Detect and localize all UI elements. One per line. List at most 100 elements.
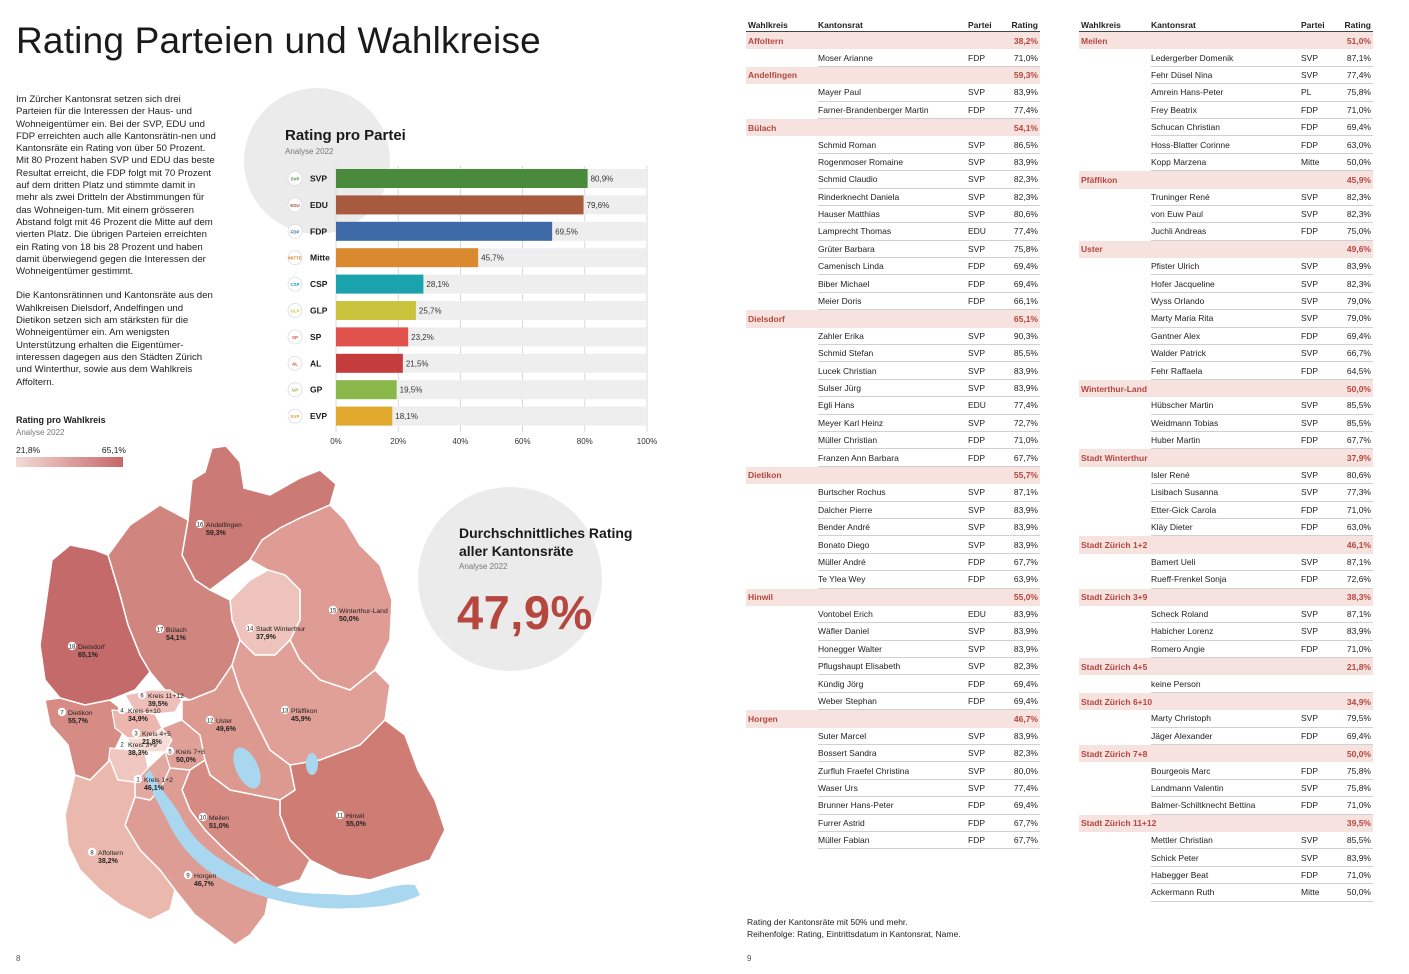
bar [336,380,397,400]
member-name: Rogenmoser Romaine [818,156,904,167]
member-rating: 83,9% [1013,383,1038,393]
member-name: Zurfluh Fraefel Christina [818,765,910,776]
member-party: SVP [968,243,986,254]
member-rating: 50,0% [1346,887,1371,898]
map-district-marker [335,810,345,820]
district-row: Stadt Zürich 7+8 50,0% [1079,745,1373,763]
member-rating: 82,3% [1013,191,1038,202]
member-line: Dalcher Pierre SVP 83,9% [818,502,1040,519]
map-district-marker [67,641,77,651]
member-party: FDP [968,817,985,828]
district-name: Stadt Zürich 3+9 [1081,592,1148,603]
member-name: Hauser Matthias [818,209,880,220]
map-regions [39,445,446,946]
member-line: Grüter Barbara SVP 75,8% [818,241,1040,259]
member-rating: 85,5% [1013,348,1038,359]
member-line: Schick Peter SVP 83,9% [1151,849,1373,867]
map-district-marker [245,623,255,633]
member-rating: 67,7% [1013,452,1038,463]
member-rating: 79,5% [1346,713,1371,724]
map-region-andelfingen [181,445,337,591]
member-line: Pflugshaupt Elisabeth SVP 82,3% [818,658,1040,676]
member-name: Lisibach Susanna [1151,487,1219,498]
member-row: Romero Angie FDP 71,0% [1079,641,1373,659]
member-line: Etter-Gick Carola FDP 71,0% [1151,502,1373,519]
member-name: Juchli Andreas [1151,226,1207,237]
map-district-name: Kreis 4+5 [142,731,171,738]
member-row: Schmid Stefan SVP 85,5% [746,345,1040,363]
district-rating: 49,6% [1346,244,1371,255]
average-title-line: Durchschnittliches Rating [459,525,633,541]
member-rating: 77,3% [1346,487,1371,498]
category-label: EDU [310,200,328,210]
map-district-name: Dietikon [68,710,93,717]
member-line: Bourgeois Marc FDP 75,8% [1151,762,1373,780]
member-name: Habicher Lorenz [1151,626,1214,637]
member-party: FDP [1301,574,1318,585]
member-name: Mayer Paul [818,87,861,98]
member-row: Bender André SVP 83,9% [746,519,1040,537]
member-name: Biber Michael [818,278,870,289]
district-name: Bülach [748,122,777,133]
member-party: FDP [968,678,985,689]
bar [336,169,588,188]
member-row: Hofer Jacqueline SVP 82,3% [1079,275,1373,293]
member-party: SVP [968,504,986,515]
member-rating: 75,8% [1346,765,1371,776]
district-name: Stadt Zürich 11+12 [1081,818,1157,829]
district-row: Andelfingen 59,3% [746,66,1040,85]
member-rating: 77,4% [1013,104,1038,115]
member-party: SVP [968,626,986,637]
member-rating: 69,4% [1346,330,1371,341]
member-line: Zurfluh Fraefel Christina SVP 80,0% [818,762,1040,780]
member-party: FDP [968,556,985,567]
member-line: Scheck Roland SVP 87,1% [1151,606,1373,624]
member-rating: 77,4% [1013,400,1038,411]
district-rating: 59,3% [1013,70,1038,81]
district-rating: 50,0% [1346,748,1371,759]
member-line: Furrer Astrid FDP 67,7% [818,815,1040,832]
member-rating: 71,0% [1346,104,1371,115]
member-rating: 85,5% [1346,835,1371,846]
member-name: Bamert Ueli [1151,556,1196,567]
header-wahlkreis: Wahlkreis [1081,19,1121,30]
category-label: SVP [310,174,327,184]
member-rating: 83,9% [1013,504,1038,515]
member-party: FDP [1301,365,1318,376]
member-name: Jäger Alexander [1151,730,1213,741]
member-party: SVP [1301,400,1319,411]
member-row: Hübscher Martin SVP 85,5% [1079,397,1373,415]
member-line: von Euw Paul SVP 82,3% [1151,206,1373,224]
member-rating: 83,9% [1013,626,1038,637]
map-district-value: 51,0% [209,823,230,830]
member-name: Suter Marcel [818,730,867,741]
district-name: Affoltern [748,35,784,46]
member-rating: 83,9% [1346,626,1371,637]
map-district-value: 45,9% [291,716,312,723]
member-party: SVP [968,643,986,654]
member-row: Schmid Roman SVP 86,5% [746,136,1040,154]
member-name: Meier Doris [818,296,862,307]
member-rating: 83,9% [1013,522,1038,533]
map-district-value: 50,0% [176,757,197,764]
member-party: Mitte [1301,887,1320,898]
member-row: Zahler Erika SVP 90,3% [746,328,1040,346]
member-row: Gantner Alex FDP 69,4% [1079,328,1373,346]
member-row: Isler René SVP 80,6% [1079,467,1373,485]
member-row: Lucek Christian SVP 83,9% [746,362,1040,380]
member-party: SVP [968,348,986,359]
district-name: Winterthur-Land [1081,383,1148,394]
district-row: Meilen 51,0% [1079,32,1373,50]
member-row: Kündig Jörg FDP 69,4% [746,675,1040,693]
member-line: Truninger René SVP 82,3% [1151,189,1373,206]
map-district-value: 65,1% [78,652,99,659]
member-line: Hoss-Blatter Corinne FDP 63,0% [1151,136,1373,154]
member-party: SVP [1301,348,1319,359]
member-name: Furrer Astrid [818,817,865,828]
member-party: FDP [968,435,985,446]
map-district-marker [117,705,127,715]
member-line: Habegger Beat FDP 71,0% [1151,867,1373,885]
table-header: Wahlkreis Kantonsrat Partei Rating [1079,18,1373,32]
district-name: Dietikon [748,470,782,481]
party-logo-label: SP [292,335,298,340]
